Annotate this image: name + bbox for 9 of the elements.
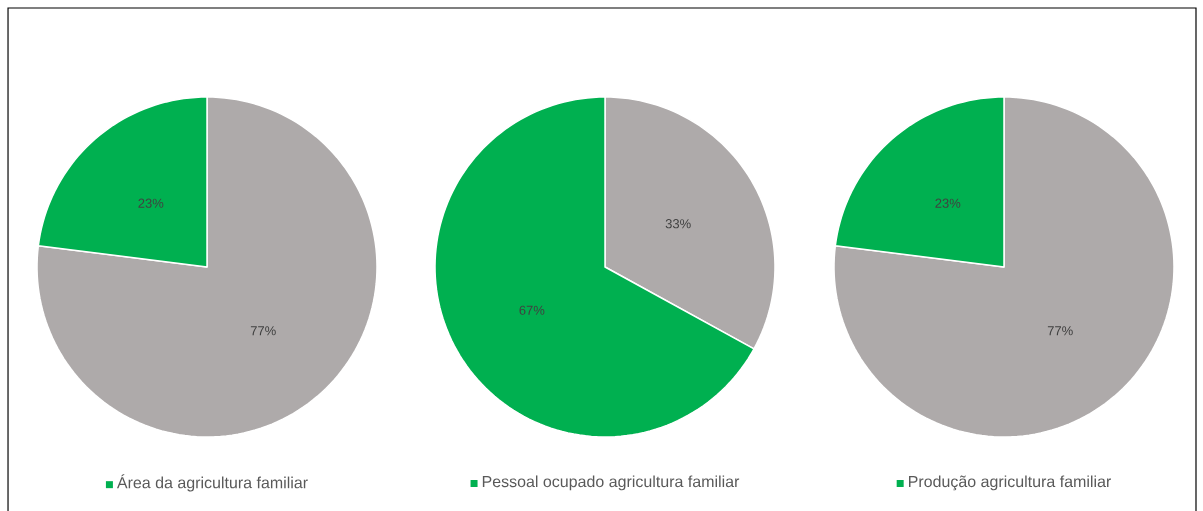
legend-label: Produção agricultura familiar (908, 475, 1112, 491)
data-label: 67% (519, 305, 545, 315)
legend-label: Pessoal ocupado agricultura familiar (482, 475, 740, 491)
data-label: 77% (250, 326, 276, 336)
data-label: 33% (665, 219, 691, 229)
legend-label: Área da agricultura familiar (116, 474, 308, 492)
data-label: 23% (935, 198, 961, 208)
data-label: 77% (1047, 326, 1073, 336)
data-label: 23% (138, 198, 164, 208)
